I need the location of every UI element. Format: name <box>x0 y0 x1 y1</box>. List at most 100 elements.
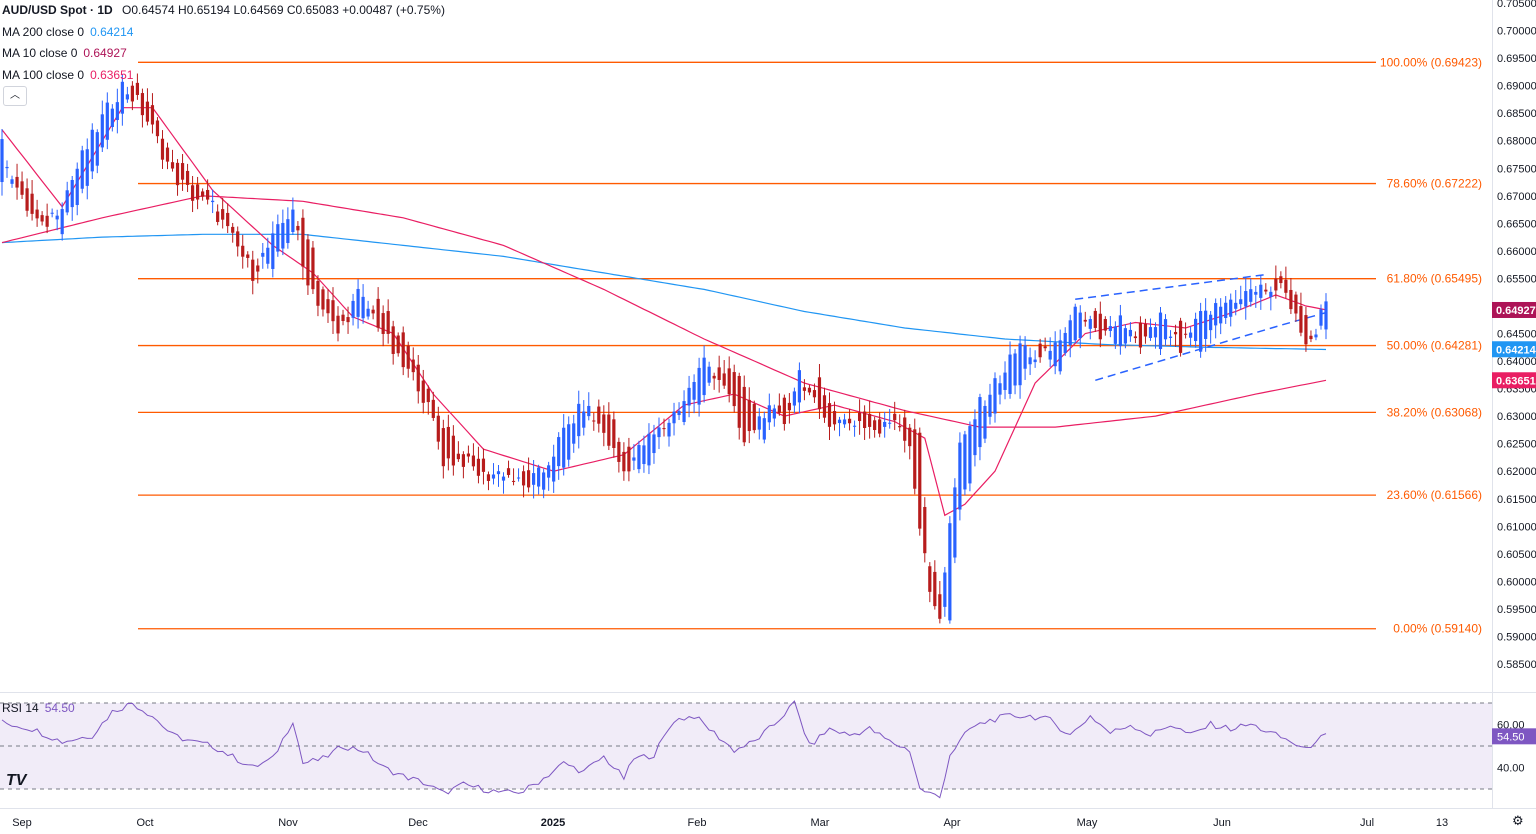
price-tag <box>1492 341 1536 358</box>
candle-body <box>120 81 124 114</box>
price-tick-label: 0.60000 <box>1497 576 1536 588</box>
candle-body <box>341 314 345 321</box>
gear-icon[interactable]: ⚙ <box>1512 813 1524 828</box>
candle-body <box>401 332 405 368</box>
candle-body <box>958 442 962 510</box>
candle-body <box>617 441 621 462</box>
price-tick-label: 0.66500 <box>1497 218 1536 230</box>
ma10-legend[interactable]: MA 10 close 0 0.64927 <box>2 46 127 60</box>
candle-body <box>30 193 34 214</box>
candle-body <box>366 308 370 317</box>
ma10-line <box>1 107 1327 517</box>
time-tick-label: 13 <box>1436 817 1448 829</box>
candle-body <box>1068 320 1072 346</box>
candle-body <box>1304 315 1308 345</box>
rsi-tag <box>1492 728 1536 745</box>
candle-body <box>451 435 455 466</box>
ma200-legend[interactable]: MA 200 close 0 0.64214 <box>2 25 133 39</box>
ma10-value: 0.64927 <box>83 46 127 60</box>
price-tick-label: 0.59000 <box>1497 631 1536 643</box>
candle-body <box>1038 343 1042 358</box>
price-tick-label: 0.59500 <box>1497 604 1536 616</box>
candle-body <box>777 405 781 413</box>
candle-body <box>511 480 516 482</box>
candle-body <box>602 414 606 433</box>
candle-body <box>802 387 807 391</box>
candle-body <box>336 315 340 334</box>
price-tick-label: 0.70000 <box>1497 26 1536 38</box>
price-tick-label: 0.67000 <box>1497 191 1536 203</box>
price-tick-label: 0.65500 <box>1497 273 1536 285</box>
candle-body <box>572 423 576 444</box>
candle-body <box>246 254 250 258</box>
candle-body <box>1264 289 1268 292</box>
candle-body <box>1183 333 1188 335</box>
candle-body <box>45 215 49 227</box>
candle-body <box>35 209 39 219</box>
rsi-tick-label: 40.00 <box>1497 763 1525 775</box>
candle-body <box>998 383 1002 395</box>
time-tick-label: Nov <box>278 817 298 829</box>
candle-body <box>251 259 255 281</box>
candle-body <box>1239 299 1243 305</box>
candle-body <box>85 149 89 186</box>
time-tick-label: Oct <box>136 817 153 829</box>
candle-body <box>627 446 631 472</box>
candle-body <box>110 108 114 128</box>
candle-body <box>271 233 275 269</box>
candle-body <box>266 247 270 264</box>
collapse-legend-button[interactable]: ︿ <box>3 86 27 106</box>
time-tick-label: Mar <box>811 817 830 829</box>
candle-body <box>657 427 661 438</box>
candle-body <box>5 166 9 169</box>
channel-upper <box>1075 273 1266 301</box>
candle-body <box>201 191 205 197</box>
candle-body <box>436 415 440 442</box>
price-tick-label: 0.67500 <box>1497 163 1536 175</box>
candle-body <box>968 426 972 484</box>
candle-body <box>908 427 912 447</box>
fib-label: 38.20% (0.63068) <box>1387 405 1482 419</box>
symbol-label[interactable]: AUD/USD Spot · 1D <box>2 3 113 17</box>
candle-body <box>40 215 44 222</box>
candle-body <box>918 432 922 529</box>
candle-body <box>797 370 802 403</box>
candle-body <box>988 394 992 417</box>
candle-body <box>281 222 285 249</box>
candle-body <box>702 357 706 396</box>
candle-body <box>15 176 19 188</box>
time-tick-label: Apr <box>943 817 960 829</box>
candle-body <box>687 387 691 406</box>
candle-body <box>878 419 882 434</box>
candle-body <box>526 470 531 488</box>
candle-body <box>757 416 761 430</box>
candle-body <box>80 150 84 189</box>
ohlc-readout: O0.64574 H0.65194 L0.64569 C0.65083 +0.0… <box>122 3 445 17</box>
candle-body <box>25 188 29 211</box>
candle-body <box>426 388 430 403</box>
candle-body <box>256 265 260 272</box>
tradingview-logo-icon[interactable]: TV <box>6 772 34 794</box>
rsi-legend[interactable]: RSI 14 54.50 <box>2 701 75 715</box>
candle-body <box>847 418 852 424</box>
candle-body <box>943 572 947 607</box>
candle-body <box>150 105 155 125</box>
candle-body <box>65 190 69 213</box>
candle-body <box>898 426 902 428</box>
candle-body <box>1058 340 1062 372</box>
rsi-line <box>1 700 1327 799</box>
ma100-legend[interactable]: MA 100 close 0 0.63651 <box>2 68 133 82</box>
candle-body <box>1269 291 1273 297</box>
candle-body <box>291 209 295 232</box>
candle-body <box>20 181 24 195</box>
candle-body <box>767 405 771 423</box>
candle-body <box>582 411 586 428</box>
candle-body <box>396 335 400 354</box>
candle-body <box>286 219 290 244</box>
price-tick-label: 0.64000 <box>1497 356 1536 368</box>
candle-body <box>742 386 746 443</box>
candle-body <box>817 377 822 410</box>
candle-body <box>446 426 450 459</box>
candle-body <box>672 411 676 424</box>
